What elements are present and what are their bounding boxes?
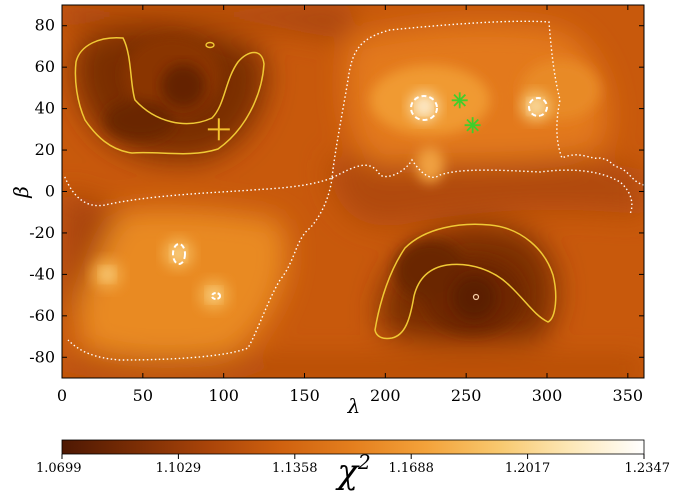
colorbar-tick-label: 1.2347 <box>625 461 671 476</box>
heatmap-panel <box>62 5 644 378</box>
peak-core <box>528 99 543 114</box>
x-tick-label: 300 <box>532 386 563 405</box>
y-tick-label: 20 <box>35 140 55 159</box>
heatmap-minima <box>161 63 497 320</box>
x-axis-label: λ <box>347 394 361 418</box>
y-axis: 80 60 40 20 0 -20 -40 -60 -80 <box>29 16 644 366</box>
contour-dashed-peak-1 <box>410 95 438 121</box>
contour-small-lower <box>472 293 480 301</box>
minimum-core <box>452 275 497 320</box>
y-tick-label: 40 <box>35 99 55 118</box>
y-tick-label: -20 <box>29 223 55 242</box>
contour-dashed-peak-3 <box>172 243 186 265</box>
asterisk-marker <box>451 92 468 109</box>
contour-low-upper-left <box>74 37 265 155</box>
contour-dotted-upper <box>63 20 644 207</box>
y-tick-label: 80 <box>35 16 55 35</box>
x-tick-label: 50 <box>133 386 153 405</box>
colorbar-tick-label: 1.1358 <box>272 461 318 476</box>
colorbar <box>61 439 645 455</box>
y-tick-label: 60 <box>35 57 55 76</box>
heatmap-peaks <box>91 90 552 312</box>
y-tick-label: -60 <box>29 306 55 325</box>
contour-low-lower-right <box>374 223 557 340</box>
peak-core <box>171 246 186 261</box>
y-tick-label: 0 <box>45 182 55 201</box>
peak-core <box>100 267 115 282</box>
contour-dashed-peak-2 <box>528 97 548 117</box>
colorbar-tick-label: 1.2017 <box>505 461 551 476</box>
y-tick-label: -40 <box>29 264 55 283</box>
contour-dashed-peak-4 <box>211 292 221 300</box>
contour-small-upper <box>205 41 215 49</box>
y-tick-label: -80 <box>29 347 55 366</box>
x-tick-label: 200 <box>370 386 401 405</box>
colorbar-tick-label: 1.1029 <box>156 461 202 476</box>
y-axis-label: β <box>9 186 33 199</box>
plus-marker <box>207 118 230 141</box>
colorbar-ticks: 1.0699 1.1029 1.1358 1.1688 1.2017 1.2347 <box>36 454 670 476</box>
peak-core <box>417 99 432 114</box>
x-axis: 0 50 100 150 200 250 300 350 <box>57 5 643 405</box>
x-tick-label: 250 <box>451 386 482 405</box>
colorbar-label: χ2 <box>335 450 370 492</box>
colorbar-tick-label: 1.1688 <box>388 461 434 476</box>
contour-dotted-middle <box>67 177 333 361</box>
marker-layer <box>207 92 481 141</box>
colorbar-tick-label: 1.0699 <box>36 461 82 476</box>
x-tick-label: 100 <box>208 386 239 405</box>
x-tick-label: 350 <box>613 386 644 405</box>
x-tick-label: 0 <box>57 386 67 405</box>
x-tick-label: 150 <box>289 386 320 405</box>
asterisk-marker <box>464 117 481 134</box>
minimum-core <box>161 63 206 108</box>
